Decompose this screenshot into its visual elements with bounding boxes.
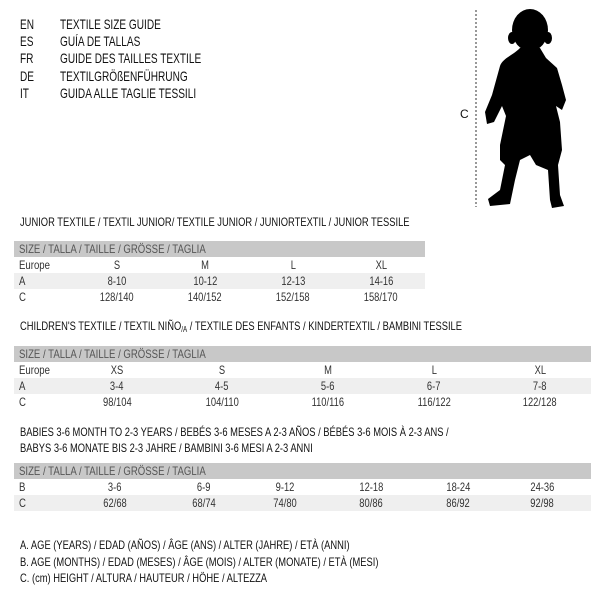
body [485,48,566,208]
table-row: A 3-4 4-5 5-6 6-7 7-8 [14,378,591,394]
table-cell: 104/110 [205,395,239,409]
table-cell: 122/128 [523,395,557,409]
row-label: Europe [19,363,50,377]
table-cell: 8-10 [107,274,127,288]
table-cell: 10-12 [193,274,217,288]
table-cell: 7-8 [533,379,547,393]
table-cell: L [290,258,296,272]
table-cell: 5-6 [321,379,335,393]
table-cell: XL [534,363,546,377]
table-cell: 6-7 [427,379,441,393]
table-cell: 74/80 [273,496,297,510]
table-row: C 62/68 68/74 74/80 80/86 86/92 92/98 [14,495,591,511]
junior-table-title: JUNIOR TEXTILE / TEXTIL JUNIOR/ TEXTILE … [20,215,410,229]
legend-a: A. AGE (YEARS) / EDAD (AÑOS) / ÂGE (ANS)… [20,538,350,552]
table-row: C 128/140 140/152 152/158 158/170 [14,289,425,305]
table-cell: 62/68 [103,496,127,510]
table-cell: XL [375,258,387,272]
language-code: EN [20,16,35,32]
row-label: C [19,395,26,409]
table-cell: 68/74 [192,496,216,510]
legend-c: C. (cm) HEIGHT / ALTURA / HAUTEUR / HÖHE… [20,571,268,585]
table-row: A 8-10 10-12 12-13 14-16 [14,273,425,289]
language-title: TEXTILE SIZE GUIDE [60,16,161,32]
table-header: SIZE / TALLA / TAILLE / GRÖSSE / TAGLIA [14,346,591,362]
table-cell: 14-16 [369,274,393,288]
language-code: IT [20,84,29,101]
language-code: FR [20,50,34,67]
table-cell: S [113,258,121,272]
table-cell: 9-12 [275,480,295,494]
row-label: A [19,274,26,288]
table-cell: 92/98 [530,496,554,510]
language-code: DE [20,67,35,84]
table-row: Europe S M L XL [14,257,425,273]
table-cell: 80/86 [359,496,383,510]
table-cell: 110/116 [311,395,345,409]
babies-table-title-line2: BABYS 3-6 MONATE BIS 2-3 JAHRE / BAMBINI… [20,441,313,455]
table-row: Europe XS S M L XL [14,362,591,378]
row-label: C [19,496,26,510]
table-cell: S [218,363,226,377]
row-label: Europe [19,258,50,272]
table-cell: M [201,258,209,272]
language-code: ES [20,33,34,50]
table-cell: L [431,363,437,377]
row-label: C [19,290,26,304]
head [512,9,548,51]
table-cell: 158/170 [364,290,398,304]
table-cell: 18-24 [446,480,470,494]
table-cell: 12-13 [281,274,305,288]
table-cell: 98/104 [102,395,132,409]
table-row: C 98/104 104/110 110/116 116/122 122/128 [14,394,591,410]
language-title: GUIDA ALLE TAGLIE TESSILI [60,84,197,101]
table-cell: 128/140 [100,290,134,304]
table-cell: 116/122 [417,395,451,409]
table-cell: 3-4 [110,379,124,393]
child-silhouette-figure [475,9,566,208]
row-label: B [19,480,26,494]
legend-b: B. AGE (MONTHS) / EDAD (MESES) / ÂGE (MO… [20,555,379,569]
junior-size-table: SIZE / TALLA / TAILLE / GRÖSSE / TAGLIA E… [14,241,425,305]
table-cell: 86/92 [446,496,470,510]
table-cell: XS [110,363,124,377]
children-size-table: SIZE / TALLA / TAILLE / GRÖSSE / TAGLIA E… [14,346,591,410]
language-title: GUÍA DE TALLAS [60,33,141,50]
row-label: A [19,379,26,393]
table-header: SIZE / TALLA / TAILLE / GRÖSSE / TAGLIA [14,241,425,257]
children-table-title: CHILDREN'S TEXTILE / TEXTIL NIÑO/A / TEX… [20,319,463,334]
table-cell: 4-5 [215,379,229,393]
language-title: TEXTILGRÖßENFÜHRUNG [60,67,188,84]
height-label: C [460,107,469,121]
table-cell: M [324,363,332,377]
table-header: SIZE / TALLA / TAILLE / GRÖSSE / TAGLIA [14,463,591,479]
table-cell: 12-18 [359,480,383,494]
table-cell: 24-36 [530,480,554,494]
table-cell: 6-9 [197,480,211,494]
table-cell: 152/158 [276,290,310,304]
table-cell: 3-6 [108,480,122,494]
language-title: GUIDE DES TAILLES TEXTILE [60,50,202,67]
table-cell: 140/152 [188,290,222,304]
babies-table-title: BABIES 3-6 MONTH TO 2-3 YEARS / BEBÉS 3-… [20,425,449,439]
table-row: B 3-6 6-9 9-12 12-18 18-24 24-36 [14,479,591,495]
babies-size-table: SIZE / TALLA / TAILLE / GRÖSSE / TAGLIA B… [14,463,591,511]
